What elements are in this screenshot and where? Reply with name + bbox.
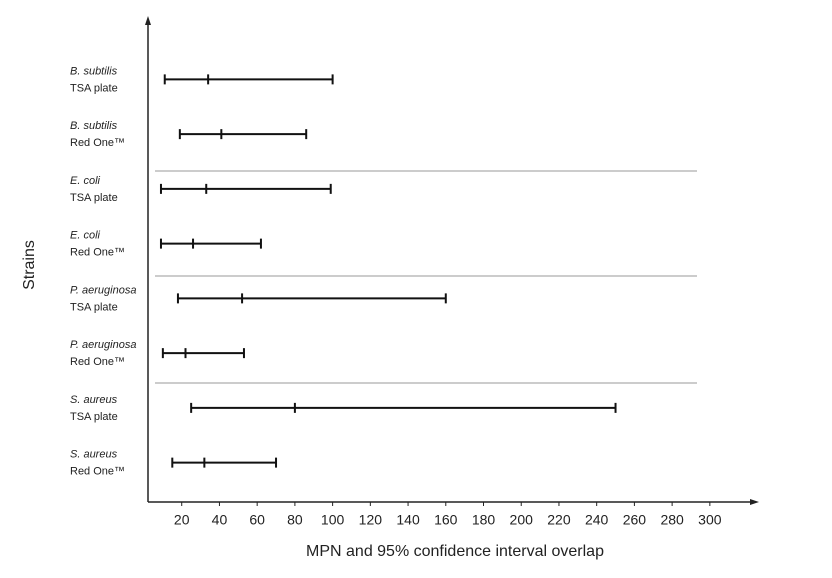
category-medium: TSA plate (70, 301, 118, 313)
x-tick-label: 260 (623, 512, 647, 528)
category-species: P. aeruginosa (70, 339, 136, 351)
x-tick-label: 180 (472, 512, 496, 528)
category-species: P. aeruginosa (70, 284, 136, 296)
category-medium: Red One™ (70, 137, 125, 149)
category-medium: Red One™ (70, 247, 125, 259)
category-species: E. coli (70, 175, 101, 187)
x-tick-label: 160 (434, 512, 458, 528)
category-species: S. aureus (70, 449, 118, 461)
category-species: S. aureus (70, 394, 118, 406)
category-species: B. subtilis (70, 120, 118, 132)
x-tick-label: 100 (321, 512, 345, 528)
category-medium: Red One™ (70, 466, 125, 478)
x-tick-label: 220 (547, 512, 571, 528)
x-tick-label: 20 (174, 512, 190, 528)
category-medium: TSA plate (70, 192, 118, 204)
category-medium: Red One™ (70, 356, 125, 368)
x-tick-label: 40 (212, 512, 228, 528)
x-tick-label: 80 (287, 512, 303, 528)
x-tick-label: 120 (359, 512, 383, 528)
x-tick-label: 300 (698, 512, 722, 528)
category-medium: TSA plate (70, 82, 118, 94)
y-axis-label: Strains (21, 240, 38, 290)
category-medium: TSA plate (70, 411, 118, 423)
x-axis-label: MPN and 95% confidence interval overlap (306, 543, 604, 560)
x-tick-label: 280 (660, 512, 684, 528)
x-tick-label: 200 (510, 512, 534, 528)
category-species: E. coli (70, 230, 101, 242)
y-axis-arrow (145, 16, 151, 25)
x-axis-arrow (750, 499, 759, 505)
x-tick-label: 60 (249, 512, 265, 528)
x-tick-label: 140 (396, 512, 420, 528)
x-tick-label: 240 (585, 512, 609, 528)
category-species: B. subtilis (70, 65, 118, 77)
